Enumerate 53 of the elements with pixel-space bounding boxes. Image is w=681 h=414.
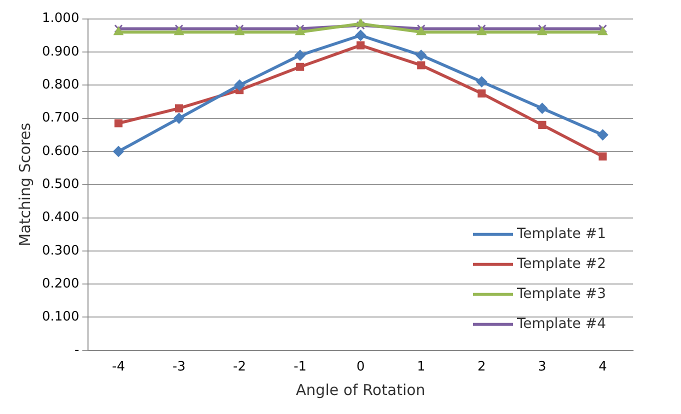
point <box>356 18 366 27</box>
point <box>598 152 607 160</box>
point <box>356 41 365 50</box>
legend-label: Template #4 <box>516 316 606 332</box>
x-tick-label: -4 <box>112 360 125 375</box>
point <box>478 89 486 98</box>
y-tick-label: 0.400 <box>42 210 80 226</box>
x-tick-label: -2 <box>233 360 246 375</box>
y-tick-label: 0.200 <box>42 276 80 292</box>
point <box>538 120 546 129</box>
point <box>416 26 426 36</box>
x-tick-label: -3 <box>172 360 186 375</box>
point <box>234 26 244 36</box>
point <box>356 21 365 30</box>
point <box>296 62 304 71</box>
y-tick-label: 0.500 <box>42 176 80 192</box>
x-axis-title: Angle of Rotation <box>296 380 426 399</box>
y-tick-label: 0.700 <box>42 110 80 126</box>
point <box>174 104 184 112</box>
point <box>234 80 246 91</box>
legend-label: Template #1 <box>516 226 606 242</box>
x-tick-label: 1 <box>417 360 426 375</box>
point <box>295 26 305 36</box>
point <box>476 76 488 88</box>
y-tick-label: 0.800 <box>42 77 80 92</box>
point <box>114 26 124 36</box>
legend-label: Template #2 <box>516 256 606 272</box>
y-tick-label: 0.900 <box>42 44 80 60</box>
point <box>174 26 184 36</box>
x-tick-label: -1 <box>294 360 307 375</box>
point <box>294 50 306 61</box>
point <box>597 129 608 140</box>
legend-label: Template #3 <box>516 286 606 302</box>
point <box>537 26 548 36</box>
x-tick-label: 3 <box>538 360 546 375</box>
point <box>476 26 486 36</box>
point <box>536 102 548 114</box>
x-tick-label: 0 <box>356 360 365 375</box>
y-tick-label: 1.000 <box>42 11 80 26</box>
y-tick-label: 0.300 <box>42 243 80 258</box>
x-tick-label: 2 <box>478 360 486 375</box>
point <box>114 119 123 128</box>
point <box>174 112 185 124</box>
y-axis-title: Matching Scores <box>16 122 34 246</box>
point <box>112 146 124 157</box>
point <box>416 50 427 61</box>
point <box>355 30 366 41</box>
y-tick-label: - <box>74 342 80 358</box>
point <box>598 26 608 36</box>
y-tick-label: 0.100 <box>42 310 80 325</box>
y-tick-label: 0.600 <box>42 144 80 159</box>
x-tick-label: 4 <box>598 360 607 375</box>
point <box>417 61 426 70</box>
